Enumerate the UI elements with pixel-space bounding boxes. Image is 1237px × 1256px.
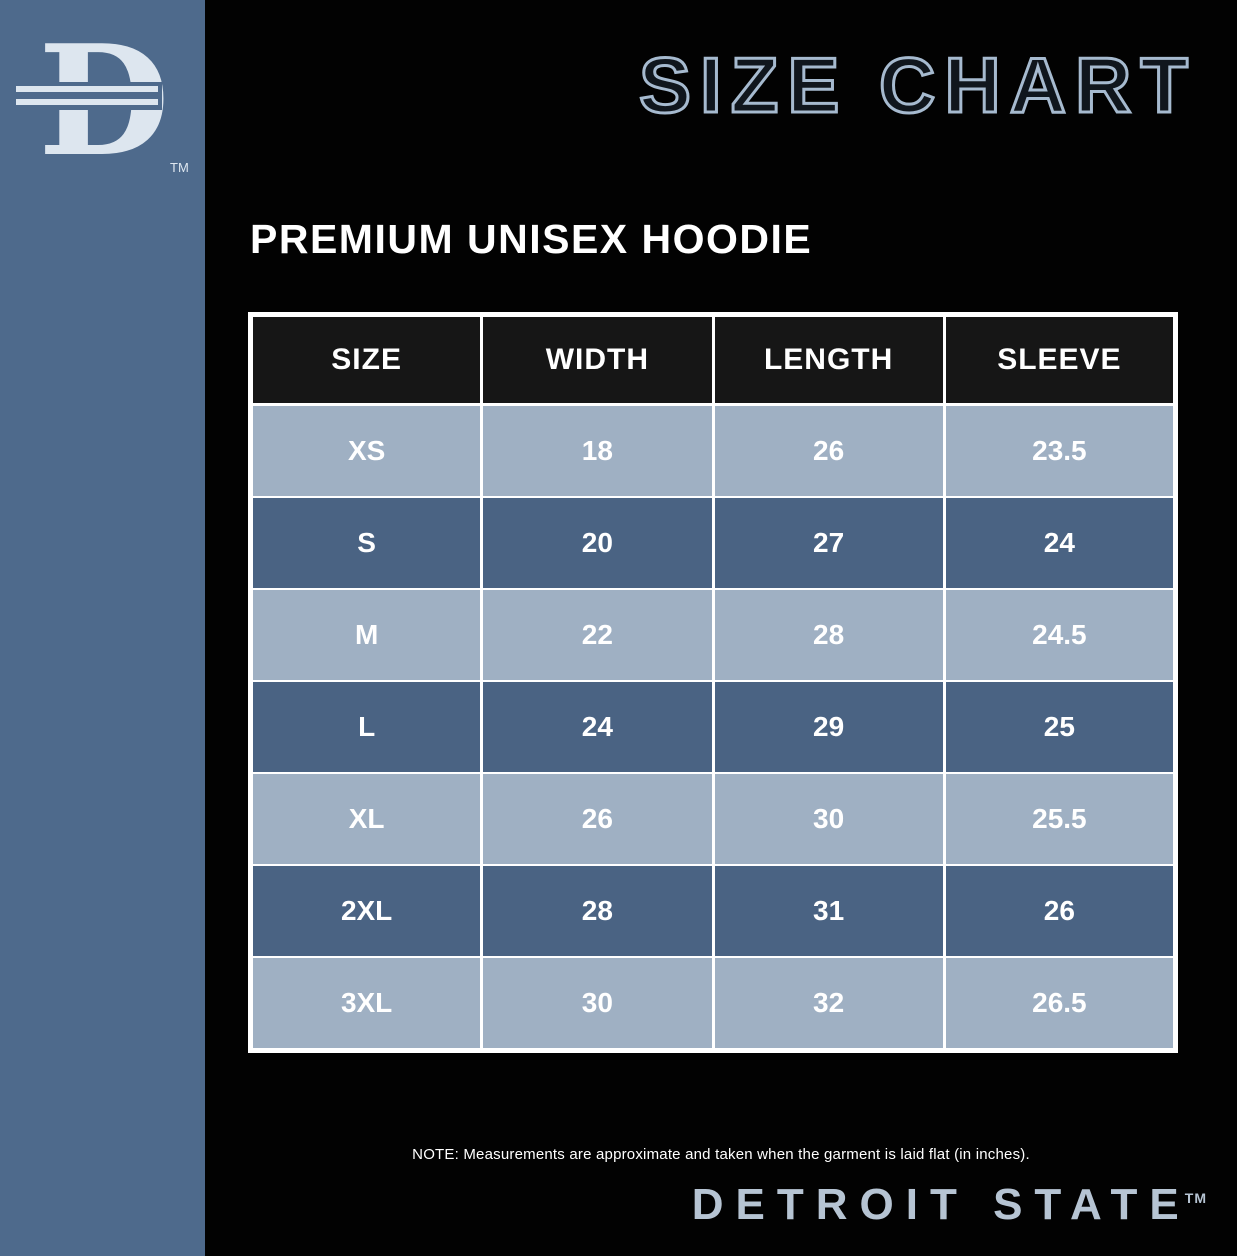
table-cell: 26	[942, 864, 1178, 958]
wordmark-text: DETROIT STATE	[691, 1180, 1191, 1229]
brand-wordmark: DETROIT STATETM	[692, 1180, 1207, 1230]
table-cell: 30	[480, 956, 715, 1052]
table-cell: 29	[711, 680, 946, 774]
table-row: XS 18 26 23.5	[248, 403, 1178, 498]
table-cell: 26	[711, 403, 946, 498]
table-cell: XL	[248, 772, 484, 866]
table-cell: 25.5	[942, 772, 1178, 866]
d-logo-icon: D TM	[10, 11, 189, 190]
table-row: L 24 29 25	[248, 680, 1178, 774]
table-cell: 3XL	[248, 956, 484, 1052]
table-cell: S	[248, 496, 484, 590]
page-title: SIZE CHART	[638, 40, 1197, 131]
table-cell: 18	[480, 403, 715, 498]
table-cell: 23.5	[942, 403, 1178, 498]
product-name: PREMIUM UNISEX HOODIE	[250, 216, 813, 262]
brand-logo: D TM	[10, 11, 195, 190]
wordmark-tm: TM	[1184, 1190, 1207, 1207]
table-row: XL 26 30 25.5	[248, 772, 1178, 866]
table-cell: 26	[480, 772, 715, 866]
table-cell: 32	[711, 956, 946, 1052]
logo-stripe-bottom	[16, 99, 158, 105]
column-header-size: SIZE	[248, 313, 484, 406]
table-row: S 20 27 24	[248, 496, 1178, 590]
table-row: 2XL 28 31 26	[248, 864, 1178, 958]
sidebar-band: D TM	[0, 0, 205, 1256]
table-cell: L	[248, 680, 484, 774]
table-cell: 2XL	[248, 864, 484, 958]
header-row: SIZE WIDTH LENGTH SLEEVE	[248, 313, 1178, 406]
table-cell: 26.5	[942, 956, 1178, 1052]
table-cell: 31	[711, 864, 946, 958]
table-cell: 28	[711, 588, 946, 682]
table-cell: 22	[480, 588, 715, 682]
column-header-sleeve: SLEEVE	[942, 313, 1178, 406]
table-cell: 30	[711, 772, 946, 866]
table-cell: XS	[248, 403, 484, 498]
logo-stripe-top	[16, 86, 158, 92]
column-header-length: LENGTH	[711, 313, 946, 406]
column-header-width: WIDTH	[480, 313, 715, 406]
measurement-note: NOTE: Measurements are approximate and t…	[412, 1146, 1030, 1163]
logo-tm: TM	[170, 160, 189, 175]
table-cell: 20	[480, 496, 715, 590]
table-cell: M	[248, 588, 484, 682]
size-chart-table: SIZE WIDTH LENGTH SLEEVE XS 18 26 23.5 S…	[248, 312, 1178, 1053]
table-cell: 25	[942, 680, 1178, 774]
table-row: 3XL 30 32 26.5	[248, 956, 1178, 1052]
table-row: M 22 28 24.5	[248, 588, 1178, 682]
table-cell: 27	[711, 496, 946, 590]
table-cell: 24	[942, 496, 1178, 590]
table-cell: 28	[480, 864, 715, 958]
table-cell: 24	[480, 680, 715, 774]
table-cell: 24.5	[942, 588, 1178, 682]
